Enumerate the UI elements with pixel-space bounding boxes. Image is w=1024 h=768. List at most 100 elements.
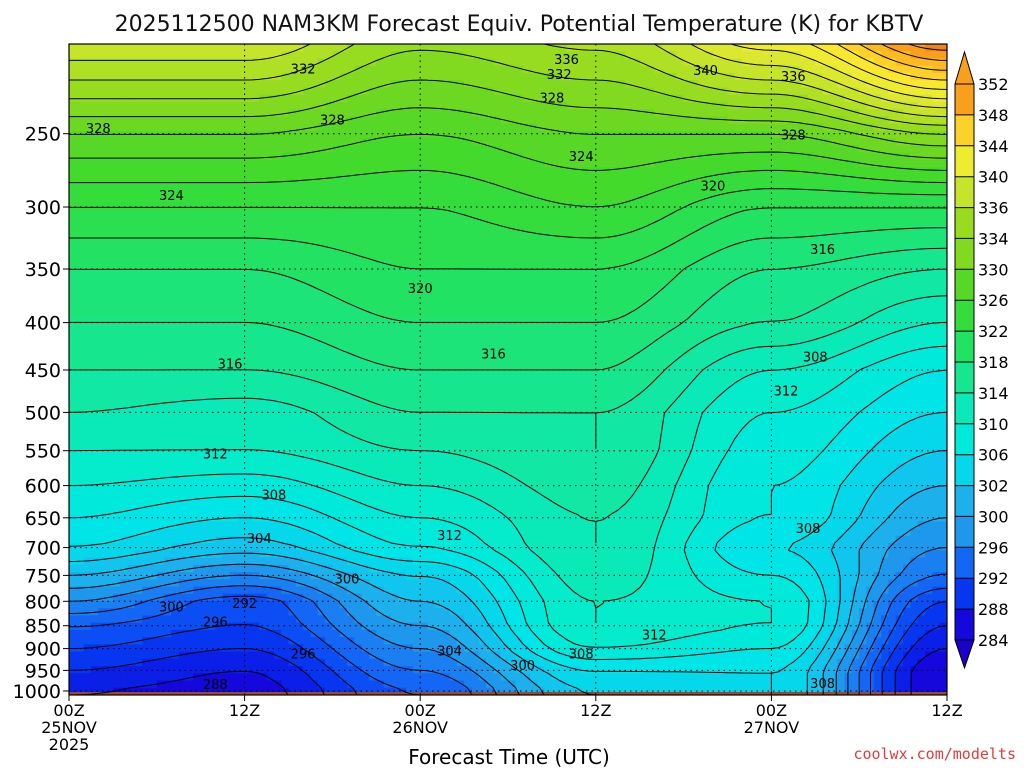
field-cell — [764, 116, 772, 125]
field-cell — [76, 275, 85, 284]
field-cell — [493, 145, 502, 154]
field-cell — [727, 268, 736, 277]
field-cell — [639, 246, 648, 255]
field-cell — [215, 304, 224, 313]
field-cell — [164, 311, 173, 320]
field-cell — [903, 232, 912, 240]
field-cell — [617, 340, 626, 349]
field-cell — [573, 311, 582, 320]
field-cell — [120, 311, 129, 320]
field-cell — [266, 232, 275, 240]
field-cell — [295, 159, 304, 168]
field-cell — [881, 166, 890, 175]
field-cell — [449, 253, 458, 262]
field-cell — [881, 195, 890, 204]
field-cell — [266, 289, 275, 298]
field-cell — [398, 123, 407, 132]
field-cell — [229, 51, 238, 60]
field-cell — [698, 224, 707, 233]
field-cell — [325, 130, 333, 139]
field-cell — [156, 72, 165, 81]
field-cell — [800, 44, 809, 52]
field-cell — [134, 340, 143, 349]
field-cell — [90, 174, 99, 183]
field-cell — [595, 101, 604, 110]
field-cell — [537, 58, 546, 67]
field-cell — [259, 80, 268, 88]
field-cell — [727, 261, 736, 269]
field-cell — [617, 289, 626, 298]
field-cell — [866, 145, 875, 154]
field-cell — [171, 101, 180, 110]
field-cell — [186, 80, 194, 88]
field-cell — [383, 195, 392, 204]
field-cell — [208, 275, 216, 284]
field-cell — [120, 145, 129, 154]
field-cell — [932, 101, 941, 110]
field-cell — [339, 152, 348, 161]
field-cell — [559, 210, 568, 219]
field-cell — [690, 297, 699, 305]
field-cell — [398, 145, 407, 154]
field-cell — [237, 109, 246, 117]
field-cell — [917, 145, 926, 154]
field-cell — [734, 275, 743, 284]
field-cell — [354, 138, 363, 146]
field-cell — [281, 318, 290, 327]
field-cell — [90, 246, 99, 255]
field-cell — [134, 109, 143, 117]
field-cell — [332, 116, 341, 125]
field-cell — [668, 87, 677, 96]
field-cell — [288, 289, 297, 298]
field-cell — [390, 152, 399, 161]
field-cell — [888, 253, 897, 262]
field-cell — [83, 210, 92, 219]
field-cell — [120, 101, 129, 110]
field-cell — [683, 44, 692, 52]
field-cell — [778, 261, 787, 269]
field-cell — [632, 181, 641, 190]
field-cell — [807, 87, 816, 96]
field-cell — [251, 44, 260, 52]
field-cell — [844, 58, 853, 67]
field-cell — [603, 109, 612, 117]
field-cell — [786, 44, 794, 52]
field-cell — [420, 195, 429, 204]
field-cell — [193, 297, 202, 305]
field-cell — [720, 109, 729, 117]
field-cell — [895, 130, 904, 139]
field-cell — [361, 174, 370, 183]
field-cell — [390, 268, 399, 277]
field-cell — [881, 145, 890, 154]
field-cell — [112, 297, 121, 305]
field-cell — [493, 130, 502, 139]
field-cell — [237, 174, 246, 183]
field-cell — [244, 101, 253, 110]
field-cell — [142, 246, 151, 255]
field-cell — [464, 72, 473, 81]
field-cell — [551, 145, 560, 154]
field-cell — [617, 253, 626, 262]
field-cell — [186, 326, 194, 334]
field-cell — [771, 224, 780, 233]
field-cell — [156, 289, 165, 298]
field-cell — [493, 232, 502, 240]
field-cell — [888, 123, 897, 132]
field-cell — [398, 87, 407, 96]
field-cell — [376, 210, 385, 219]
field-cell — [617, 261, 626, 269]
field-cell — [288, 181, 297, 190]
field-cell — [917, 304, 926, 313]
field-cell — [486, 44, 494, 52]
field-cell — [756, 311, 765, 320]
field-cell — [581, 65, 590, 74]
field-cell — [354, 268, 363, 277]
field-cell — [90, 72, 99, 81]
field-cell — [537, 87, 546, 96]
field-cell — [537, 253, 546, 262]
field-cell — [420, 87, 429, 96]
field-cell — [317, 72, 326, 81]
field-cell — [566, 80, 575, 88]
field-cell — [105, 210, 114, 219]
field-cell — [237, 304, 246, 313]
